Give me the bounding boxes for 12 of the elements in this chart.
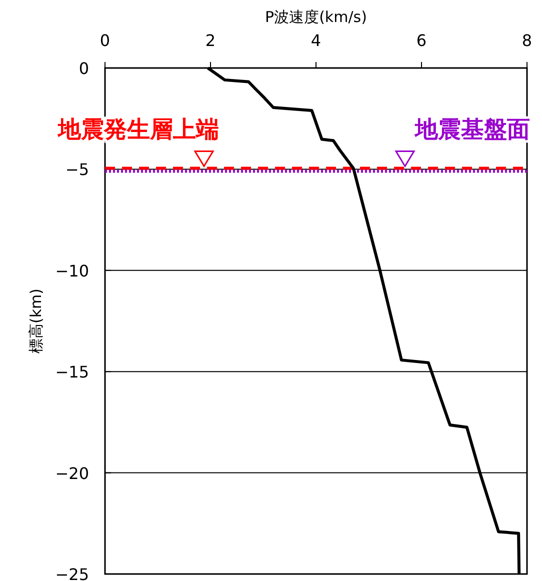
- y-tick-label: −15: [55, 362, 89, 382]
- y-tick-label: 0: [78, 59, 89, 78]
- x-tick-label: 8: [522, 31, 532, 50]
- y-axis-title: 標高(km): [27, 288, 45, 354]
- x-tick-label: 4: [310, 31, 322, 50]
- x-tick-label: 2: [205, 31, 216, 50]
- x-tick-label: 6: [416, 31, 427, 50]
- y-tick-label: −25: [55, 565, 89, 581]
- x-tick-label: 0: [100, 31, 110, 50]
- x-axis-title: P波速度(km/s): [265, 8, 367, 26]
- y-tick-label: −10: [55, 261, 89, 280]
- y-tick-label: −20: [55, 464, 89, 483]
